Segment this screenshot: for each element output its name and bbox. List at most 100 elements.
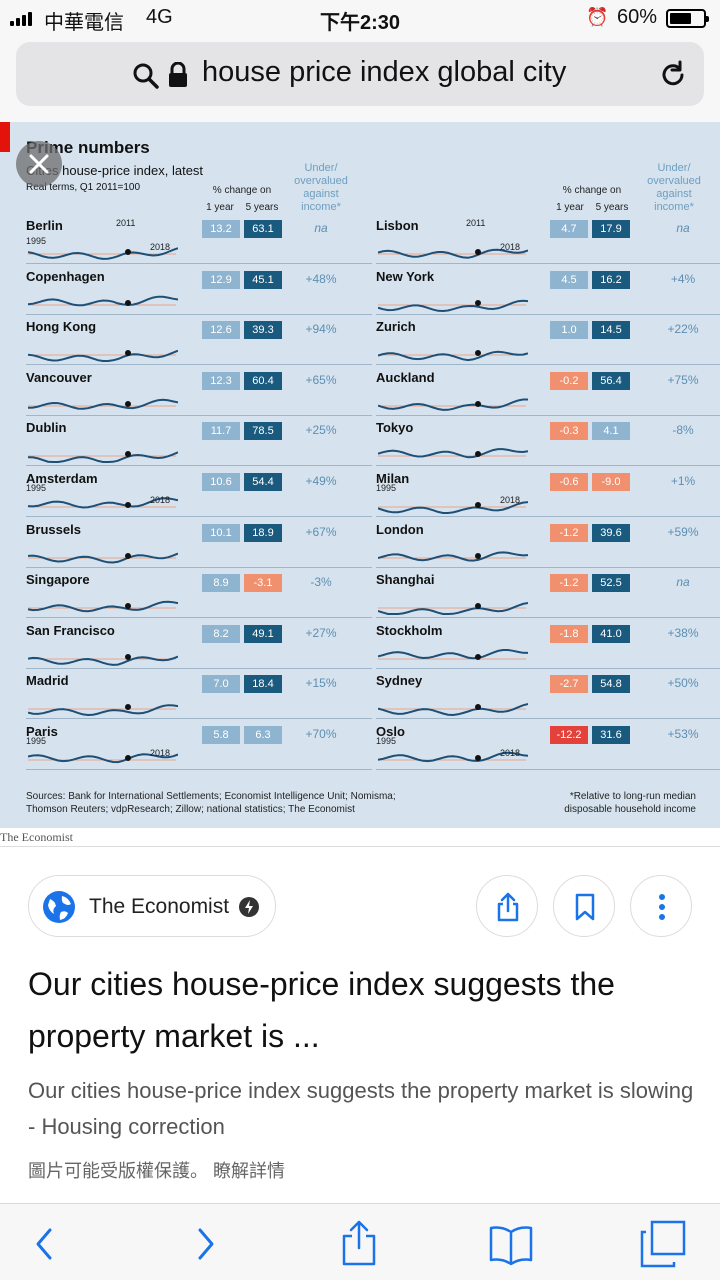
sparkline <box>28 295 178 306</box>
overvalued-value: +70% <box>305 727 337 741</box>
sparkline-2011-marker <box>475 451 481 458</box>
more-options-button[interactable] <box>630 875 692 937</box>
address-bar[interactable]: house price index global city <box>16 42 704 106</box>
sparkline-2011-marker <box>125 299 131 306</box>
axis-label-2011: 2011 <box>466 218 486 228</box>
row-divider <box>376 516 720 517</box>
sparkline-trend <box>28 704 178 717</box>
table-row: Dublin 11.7 78.5 +25% <box>26 418 376 468</box>
overvalued-value: na <box>676 221 690 235</box>
result-headline[interactable]: Our cities house-price index suggests th… <box>28 966 615 1054</box>
sparkline-2011-marker <box>475 502 481 508</box>
network-type: 4G <box>146 6 173 28</box>
value-5-years: 39.6 <box>592 523 630 542</box>
close-icon <box>29 154 49 174</box>
sparkline <box>28 653 178 666</box>
sparkline-trend <box>378 448 528 459</box>
value-1-year: 4.7 <box>550 220 588 238</box>
bookmarks-icon[interactable] <box>486 1220 536 1268</box>
sparkline-2011-marker <box>475 704 481 711</box>
city-name: San Francisco <box>26 622 115 638</box>
source-name: The Economist <box>89 895 230 918</box>
axis-label-2018: 2018 <box>150 748 171 758</box>
sparkline-2011-marker <box>475 755 481 761</box>
close-button[interactable] <box>16 141 62 187</box>
back-icon[interactable] <box>20 1220 70 1268</box>
value-5-years: 60.4 <box>244 371 282 390</box>
sparkline <box>378 448 528 459</box>
city-name: Amsterdam <box>26 471 98 486</box>
value-1-year: 7.0 <box>202 675 240 694</box>
city-name: Lisbon <box>376 218 419 233</box>
carrier-label: 中華電信 <box>44 12 124 34</box>
value-5-years: 39.3 <box>244 321 282 340</box>
sparkline-2011-marker <box>125 552 131 559</box>
sparkline-trend <box>378 248 528 259</box>
city-name: Brussels <box>26 521 81 537</box>
chart-subtitle: Cities house-price index, latest <box>26 163 204 178</box>
header-pct-change-r: % change on <box>562 185 622 196</box>
sparkline-trend <box>28 600 178 613</box>
overvalued-value: +53% <box>667 727 699 741</box>
sparkline-trend <box>28 753 178 764</box>
value-5-years: 78.5 <box>244 422 282 441</box>
table-row: Oslo 1995 2018 -12.2 31.6 +53% <box>376 722 720 772</box>
share-toolbar-icon[interactable] <box>334 1220 384 1268</box>
value-1-year: -1.8 <box>550 624 588 643</box>
footnote-line-1: *Relative to long-run median <box>569 791 696 802</box>
value-5-years: 16.2 <box>592 270 630 289</box>
sparkline-trend <box>378 602 528 616</box>
header-over-r: overvalued <box>647 175 701 187</box>
axis-label-1995: 1995 <box>376 736 397 746</box>
source-link[interactable]: The Economist <box>28 875 276 937</box>
result-image[interactable]: Prime numbers Cities house-price index, … <box>0 122 720 828</box>
share-button[interactable] <box>476 875 538 937</box>
overvalued-value: na <box>314 221 328 235</box>
city-name: Zurich <box>376 319 416 335</box>
sparkline-2011-marker <box>475 299 481 306</box>
value-5-years: 18.4 <box>244 675 282 694</box>
forward-icon[interactable] <box>180 1220 230 1268</box>
sparkline-trend <box>378 501 528 514</box>
image-credit: The Economist <box>0 830 73 844</box>
reload-icon[interactable] <box>658 60 688 90</box>
overvalued-value: +50% <box>667 676 699 691</box>
more-vert-icon <box>659 894 665 920</box>
header-under-r: Under/ <box>657 162 691 174</box>
copyright-notice[interactable]: 圖片可能受版權保護。 瞭解詳情 <box>28 1161 285 1181</box>
save-button[interactable] <box>553 875 615 937</box>
overvalued-value: +22% <box>667 322 699 337</box>
table-row: Tokyo -0.3 4.1 -8% <box>376 418 720 468</box>
sparkline-trend <box>378 550 528 562</box>
overvalued-value: +65% <box>305 372 337 387</box>
sparkline <box>28 552 178 564</box>
value-1-year: 5.8 <box>202 726 240 744</box>
axis-label-1995: 1995 <box>26 483 47 493</box>
sparkline-trend <box>28 451 178 464</box>
sparkline-trend <box>28 552 178 564</box>
sparkline-2011-marker <box>125 603 131 610</box>
tabs-icon[interactable] <box>638 1220 688 1268</box>
city-name: Milan <box>376 471 410 486</box>
row-divider <box>26 364 372 366</box>
city-name: Oslo <box>376 724 405 739</box>
overvalued-value: +59% <box>667 524 699 539</box>
url-text[interactable]: house price index global city <box>202 56 567 88</box>
sparkline <box>378 501 528 514</box>
bookmark-icon <box>575 893 595 921</box>
sources-line-1: Sources: Bank for International Settleme… <box>26 791 396 802</box>
axis-label-2018: 2018 <box>150 242 171 252</box>
overvalued-value: -3% <box>310 575 332 590</box>
sparkline-trend <box>28 497 178 509</box>
value-5-years: 54.4 <box>244 473 282 491</box>
header-income: income* <box>301 201 341 213</box>
value-5-years: 45.1 <box>244 270 282 289</box>
row-divider <box>376 617 720 619</box>
row-divider <box>26 516 372 517</box>
table-row: Amsterdam 1995 2018 10.6 54.4 +49% <box>26 469 376 519</box>
economist-red-tab <box>0 122 10 152</box>
row-divider <box>26 769 372 770</box>
sparkline-trend <box>378 703 528 717</box>
table-row: Shanghai -1.2 52.5 na <box>376 570 720 620</box>
sparkline-2011-marker <box>125 400 131 407</box>
